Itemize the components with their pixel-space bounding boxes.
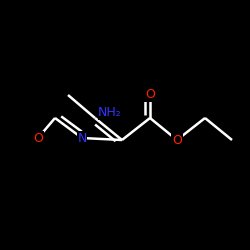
Text: O: O <box>172 134 182 146</box>
Text: O: O <box>145 88 155 102</box>
Text: NH₂: NH₂ <box>98 106 122 120</box>
Text: N: N <box>77 132 87 144</box>
Text: O: O <box>33 132 43 144</box>
